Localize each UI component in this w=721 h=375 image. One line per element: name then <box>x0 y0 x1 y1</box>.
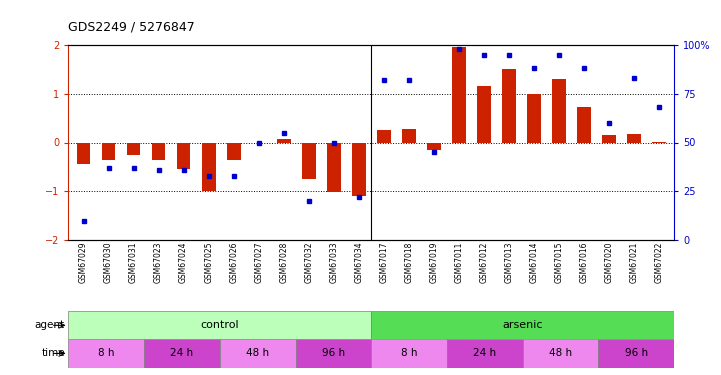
Bar <box>302 142 316 179</box>
Text: arsenic: arsenic <box>503 320 543 330</box>
Text: time: time <box>41 348 65 358</box>
Bar <box>627 134 641 142</box>
Bar <box>371 339 447 368</box>
Bar <box>523 339 598 368</box>
Bar <box>68 339 144 368</box>
Bar <box>68 311 371 339</box>
Text: 96 h: 96 h <box>624 348 648 358</box>
Text: 8 h: 8 h <box>401 348 417 358</box>
Bar <box>102 142 115 160</box>
Text: 48 h: 48 h <box>549 348 572 358</box>
Bar <box>402 129 416 142</box>
Bar <box>371 311 674 339</box>
Bar <box>277 139 291 142</box>
Bar <box>327 142 340 192</box>
Text: 96 h: 96 h <box>322 348 345 358</box>
Bar <box>447 339 523 368</box>
Bar <box>577 107 591 142</box>
Bar <box>377 130 391 142</box>
Bar <box>227 142 241 160</box>
Bar <box>502 69 516 142</box>
Bar <box>352 142 366 196</box>
Text: 48 h: 48 h <box>246 348 270 358</box>
Bar <box>602 135 616 142</box>
Text: control: control <box>200 320 239 330</box>
Bar <box>427 142 441 150</box>
Bar <box>151 142 166 160</box>
Bar <box>452 48 466 142</box>
Bar <box>144 339 220 368</box>
Bar <box>552 79 566 142</box>
Text: GDS2249 / 5276847: GDS2249 / 5276847 <box>68 21 195 34</box>
Bar <box>202 142 216 191</box>
Bar <box>296 339 371 368</box>
Bar <box>177 142 190 170</box>
Bar <box>220 339 296 368</box>
Text: agent: agent <box>35 320 65 330</box>
Text: 24 h: 24 h <box>473 348 497 358</box>
Text: 24 h: 24 h <box>170 348 194 358</box>
Bar <box>598 339 674 368</box>
Bar <box>127 142 141 154</box>
Bar <box>527 94 541 142</box>
Bar <box>477 87 491 142</box>
Bar <box>653 141 666 142</box>
Bar <box>252 142 265 144</box>
Bar <box>76 142 90 164</box>
Text: 8 h: 8 h <box>98 348 115 358</box>
